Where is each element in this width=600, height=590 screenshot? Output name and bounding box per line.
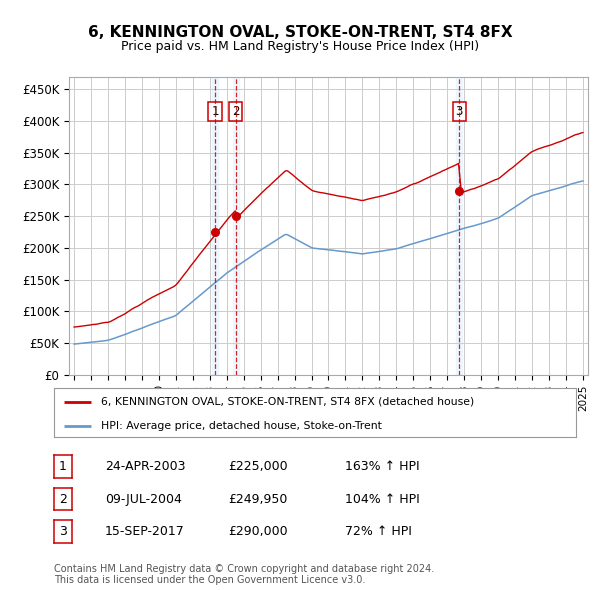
Text: 72% ↑ HPI: 72% ↑ HPI: [345, 525, 412, 538]
Text: £249,950: £249,950: [228, 493, 287, 506]
Text: £290,000: £290,000: [228, 525, 287, 538]
Text: HPI: Average price, detached house, Stoke-on-Trent: HPI: Average price, detached house, Stok…: [101, 421, 382, 431]
Text: 1: 1: [211, 105, 219, 118]
Text: 1: 1: [59, 460, 67, 473]
Text: £225,000: £225,000: [228, 460, 287, 473]
Text: 6, KENNINGTON OVAL, STOKE-ON-TRENT, ST4 8FX (detached house): 6, KENNINGTON OVAL, STOKE-ON-TRENT, ST4 …: [101, 396, 474, 407]
Text: 09-JUL-2004: 09-JUL-2004: [105, 493, 182, 506]
Text: 24-APR-2003: 24-APR-2003: [105, 460, 185, 473]
Bar: [456, 77, 463, 375]
Text: Contains HM Land Registry data © Crown copyright and database right 2024.
This d: Contains HM Land Registry data © Crown c…: [54, 563, 434, 585]
Text: 2: 2: [59, 493, 67, 506]
Text: 15-SEP-2017: 15-SEP-2017: [105, 525, 185, 538]
Text: Price paid vs. HM Land Registry's House Price Index (HPI): Price paid vs. HM Land Registry's House …: [121, 40, 479, 53]
Text: 2: 2: [232, 105, 239, 118]
Text: 6, KENNINGTON OVAL, STOKE-ON-TRENT, ST4 8FX: 6, KENNINGTON OVAL, STOKE-ON-TRENT, ST4 …: [88, 25, 512, 40]
Text: 104% ↑ HPI: 104% ↑ HPI: [345, 493, 420, 506]
Text: 163% ↑ HPI: 163% ↑ HPI: [345, 460, 419, 473]
Bar: [212, 77, 218, 375]
Bar: [233, 77, 239, 375]
Text: 3: 3: [455, 105, 463, 118]
Text: 3: 3: [59, 525, 67, 538]
